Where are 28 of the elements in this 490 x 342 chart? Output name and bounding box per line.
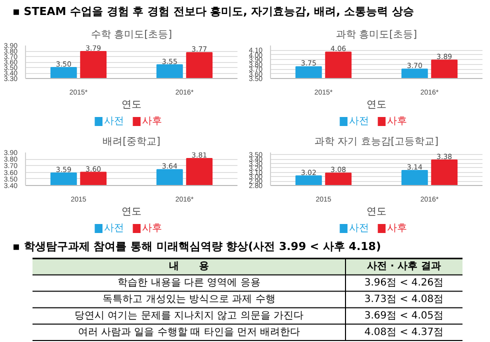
text: 사전: [104, 223, 124, 234]
chart-title: 과학 흥미도[초등]: [336, 30, 418, 40]
text: 사후: [386, 223, 407, 234]
legend-label: 사후: [142, 116, 162, 127]
text: 여러 사람과 일을 수행할 때 타인을 먼저 배려한다: [78, 326, 300, 338]
legend-label: 사후: [386, 116, 407, 127]
x-axis-title: 연도: [366, 206, 386, 218]
x-axis-title: 연도: [122, 206, 142, 218]
legend-label: 사전: [104, 116, 124, 127]
x-axis-title: 연도: [366, 100, 386, 110]
text: 3.69점 < 4.05점: [364, 310, 444, 322]
text: 4.08점 < 4.37점: [364, 326, 444, 338]
text: 당연시 여기는 문제를 지나치지 않고 의문을 가진다: [74, 310, 304, 322]
legend-label: 사전: [348, 116, 369, 127]
chart-title: 배려[중학교]: [102, 136, 160, 148]
chart-title: 수학 흥미도[초등]: [91, 30, 172, 40]
x-axis-title: 연도: [122, 100, 142, 110]
text: 사전: [348, 223, 369, 234]
text: ▪ STEAM 수업을 경험 후 경험 전보다 흥미도, 자기효능감, 배려, 소통능력 상승: [12, 5, 414, 18]
text: 내 용: [169, 261, 209, 272]
text: 독특하고 개성있는 방식으로 과제 수행: [102, 294, 276, 305]
text: ▪ 학생탐구과제 참여를 통해 미래핵심역량 향상(사전 3.99 < 사후 4.18): [12, 240, 381, 253]
chart-title: 과학 자기 효능감[고등학교]: [314, 136, 439, 148]
text: 학습한 내용을 다른 영역에 응용: [118, 278, 260, 289]
text: 사전 · 사후 결과: [366, 261, 442, 272]
text: 3.73점 < 4.08점: [364, 294, 444, 305]
text: 3.96점 < 4.26점: [364, 278, 444, 289]
text: 사후: [142, 223, 162, 234]
